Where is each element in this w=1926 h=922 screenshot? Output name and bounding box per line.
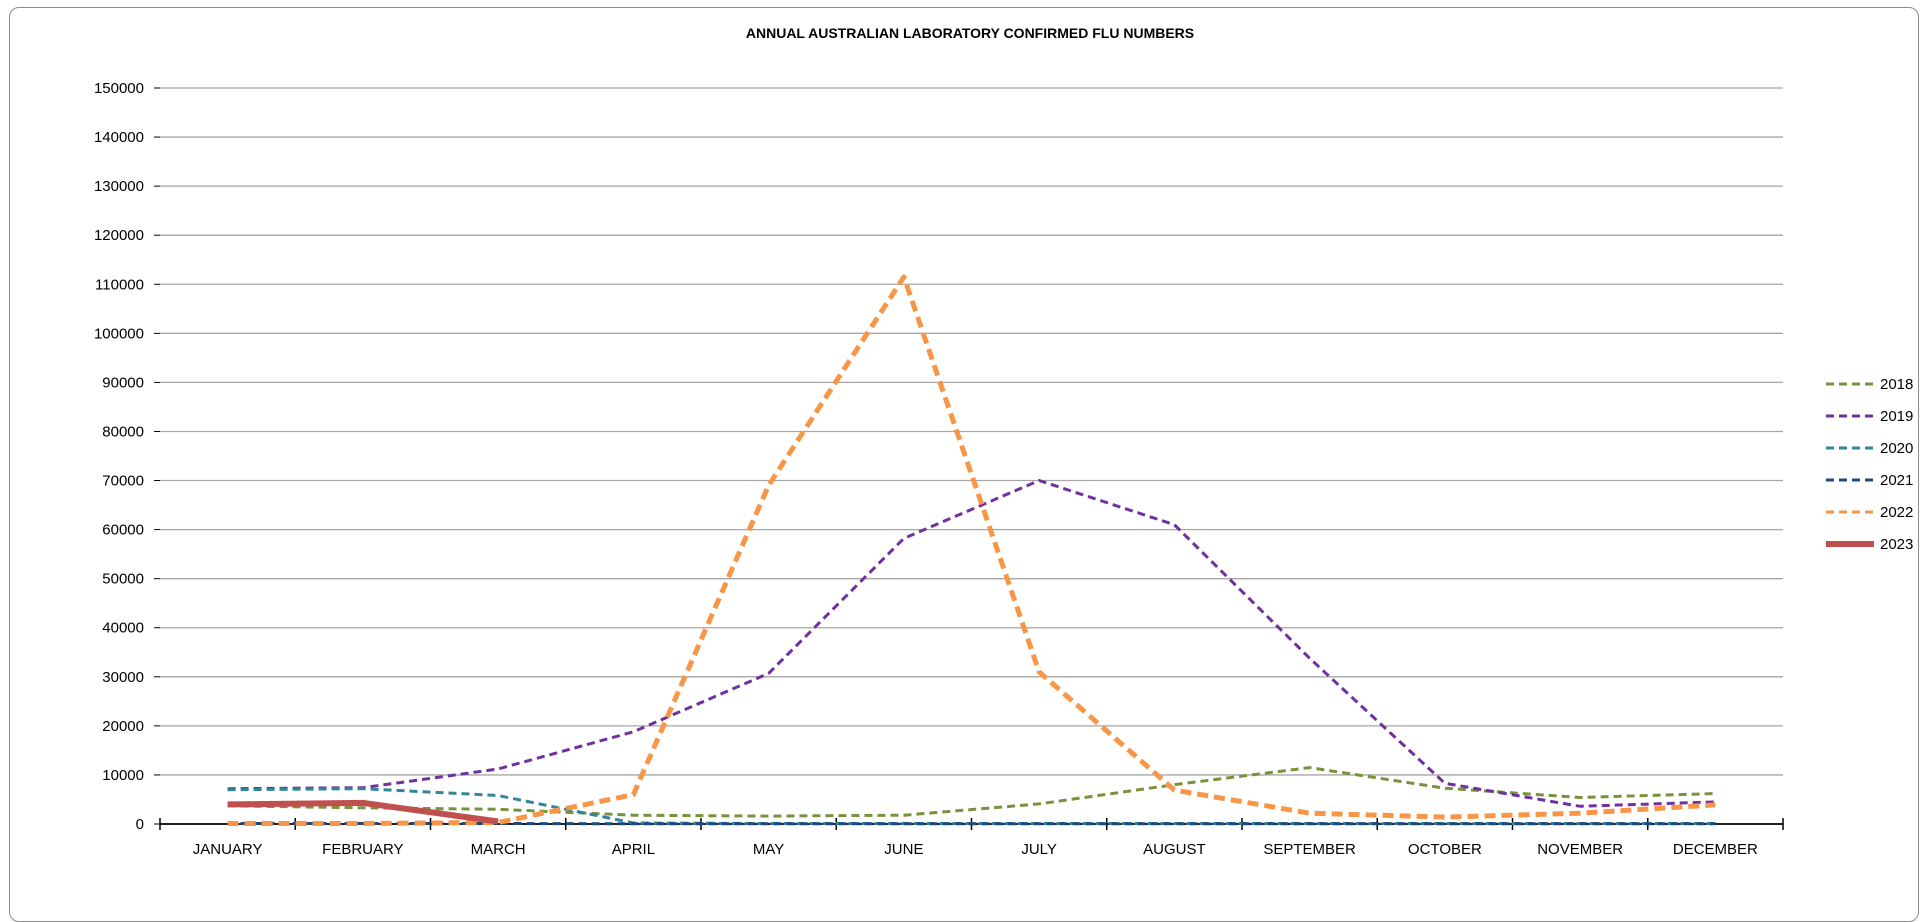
legend-label: 2020 [1880, 440, 1913, 457]
y-tick-label: 70000 [102, 473, 144, 490]
y-tick-label: 10000 [102, 767, 144, 784]
series-lines [228, 277, 1716, 824]
y-tick-label: 120000 [94, 227, 144, 244]
x-tick-label: FEBRUARY [322, 841, 403, 858]
legend: 2018 2019 2020 2021 2022 2023 [1826, 376, 1913, 553]
legend-label: 2022 [1880, 504, 1913, 521]
x-tick-label: JANUARY [193, 841, 263, 858]
x-tick-label: MAY [753, 841, 784, 858]
chart-title: ANNUAL AUSTRALIAN LABORATORY CONFIRMED F… [746, 25, 1194, 41]
x-tick-label: MARCH [471, 841, 526, 858]
y-tick-label: 90000 [102, 374, 144, 391]
legend-label: 2018 [1880, 376, 1913, 393]
gridlines [160, 88, 1783, 775]
y-tick-label: 110000 [95, 276, 144, 293]
x-tick-label: JULY [1021, 841, 1057, 858]
y-tick-label: 20000 [102, 718, 144, 735]
x-tick-label: APRIL [612, 841, 655, 858]
x-tick-label: OCTOBER [1408, 841, 1482, 858]
x-tick-label: NOVEMBER [1537, 841, 1623, 858]
y-tick-label: 60000 [102, 522, 144, 539]
y-tick-label: 80000 [102, 423, 144, 440]
series-line-2022 [228, 277, 1716, 824]
y-tick-label: 100000 [94, 325, 144, 342]
y-tick-label: 130000 [94, 178, 144, 195]
y-tick-label: 150000 [94, 80, 144, 97]
y-tick-label: 0 [136, 816, 144, 833]
legend-label: 2023 [1880, 536, 1913, 553]
legend-label: 2021 [1880, 472, 1913, 489]
x-tick-label: DECEMBER [1673, 841, 1758, 858]
axes: 0 10000 20000 30000 40000 50000 60000 70000 8000… [94, 80, 1783, 858]
y-tick-label: 140000 [94, 129, 144, 146]
series-line-2023 [228, 803, 499, 822]
x-tick-label: SEPTEMBER [1263, 841, 1356, 858]
y-tick-label: 40000 [102, 620, 144, 637]
y-tick-label: 30000 [102, 669, 144, 686]
legend-label: 2019 [1880, 408, 1913, 425]
x-tick-label: JUNE [884, 841, 923, 858]
y-tick-label: 50000 [102, 571, 144, 588]
x-tick-label: AUGUST [1143, 841, 1206, 858]
